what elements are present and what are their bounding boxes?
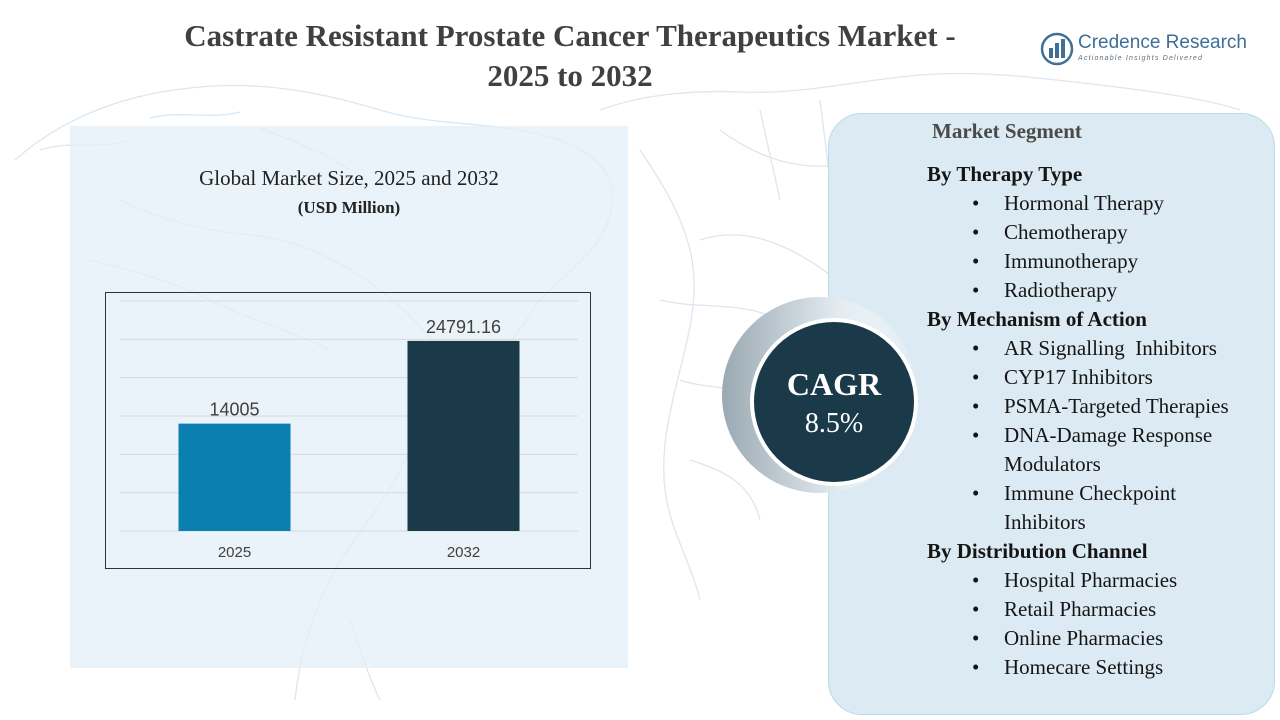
cagr-label: CAGR: [786, 366, 882, 402]
bullet-icon: •: [972, 655, 980, 679]
bullet-icon: •: [972, 626, 980, 650]
segment-item: • Radiotherapy: [927, 276, 1272, 305]
bullet-icon: •: [972, 597, 980, 621]
segment-group-therapy-type: By Therapy Type • Hormonal Therapy • Chemo…: [927, 160, 1272, 305]
segment-group-mechanism-of-action: By Mechanism of Action • AR Signalling In…: [927, 305, 1272, 537]
chart-title: Global Market Size, 2025 and 2032: [199, 166, 499, 190]
segment-item: • DNA-Damage Response Modulators: [972, 423, 1213, 476]
market-size-chart: 14005 2025 24791.16 2032: [120, 300, 578, 561]
segment-group-distribution-channel: By Distribution Channel • Hospital Pharma…: [927, 537, 1272, 682]
bullet-icon: •: [972, 568, 980, 592]
data-label: 14005: [209, 400, 259, 420]
market-size-panel: [70, 126, 628, 668]
segment-item: • Immune Checkpoint Inhibitors: [972, 481, 1177, 534]
segment-item: • Retail Pharmacies: [927, 595, 1272, 624]
bar-2032: [407, 340, 520, 531]
bullet-icon: •: [972, 423, 980, 447]
segment-category: By Mechanism of Action: [927, 307, 1147, 331]
bullet-icon: •: [972, 278, 980, 302]
bullet-icon: •: [972, 365, 980, 389]
bullet-icon: •: [972, 249, 980, 273]
segment-item: • Online Pharmacies: [927, 624, 1272, 653]
segment-item: • CYP17 Inhibitors: [927, 363, 1272, 392]
bullet-icon: •: [972, 220, 980, 244]
cagr-value: 8.5%: [804, 408, 864, 439]
segment-item: • AR Signalling Inhibitors: [927, 334, 1272, 363]
segment-heading: Market Segment: [932, 119, 1082, 143]
x-tick-label: 2025: [218, 544, 251, 561]
bar-2025: [178, 423, 291, 531]
brand-logo: Credence Research Actionable Insights De…: [1040, 30, 1260, 70]
segment-item: • Hormonal Therapy: [927, 189, 1272, 218]
chart-frame: 14005 2025 24791.16 2032: [105, 292, 591, 569]
bullet-icon: •: [972, 336, 980, 360]
bullet-icon: •: [972, 481, 980, 505]
cagr-badge: [750, 318, 918, 486]
page-title: Castrate Resistant Prostate Cancer Thera…: [184, 18, 956, 93]
x-tick-label: 2032: [447, 544, 480, 561]
data-label: 24791.16: [426, 317, 501, 337]
bullet-icon: •: [972, 191, 980, 215]
segment-item: • Homecare Settings: [927, 653, 1272, 682]
segment-category: By Distribution Channel: [927, 539, 1148, 563]
segment-item: • Hospital Pharmacies: [927, 566, 1272, 595]
segment-item: • PSMA-Targeted Therapies: [927, 392, 1272, 421]
segment-item: • Chemotherapy: [927, 218, 1272, 247]
brand-name: Credence Research: [1078, 32, 1247, 53]
segment-category: By Therapy Type: [927, 162, 1083, 186]
bullet-icon: •: [972, 394, 980, 418]
chart-unit: (USD Million): [297, 198, 401, 217]
brand-tagline: Actionable Insights Delivered: [1078, 55, 1204, 62]
segment-item: • Immunotherapy: [927, 247, 1272, 276]
bar-chart-logo-icon: [1040, 32, 1074, 66]
segment-list: By Therapy Type • Hormonal Therapy • Chemo…: [927, 160, 1272, 682]
